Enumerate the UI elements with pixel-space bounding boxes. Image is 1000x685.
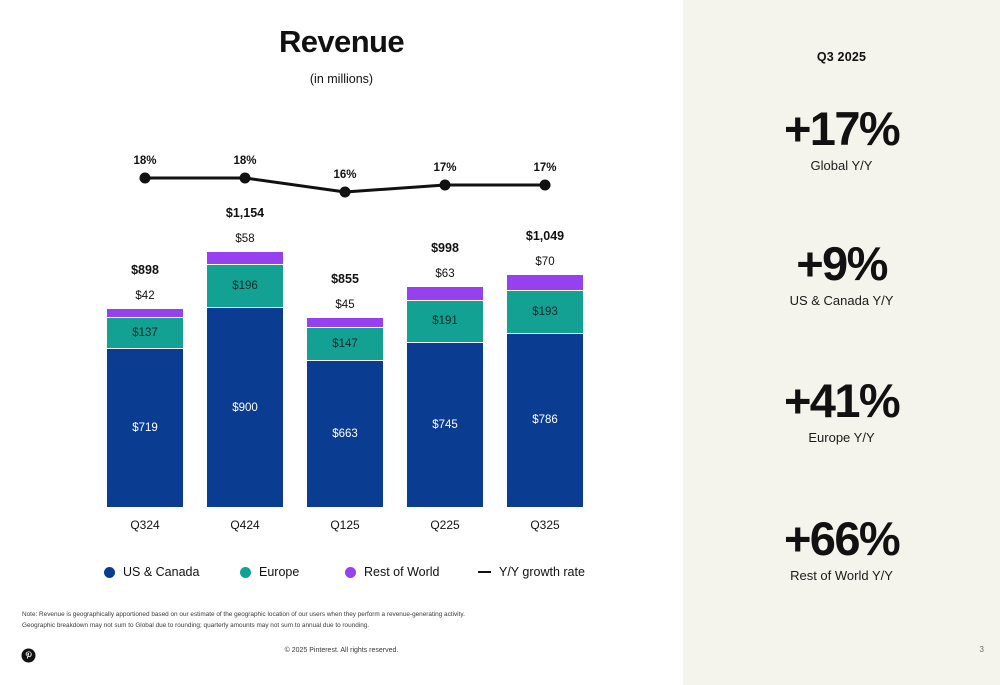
stat-value: +9% — [796, 237, 888, 290]
growth-line-point[interactable] — [239, 172, 251, 184]
bar-segment-us[interactable]: $786 — [507, 333, 583, 508]
bar-segment-label: $58 — [235, 233, 255, 245]
legend-item-rest-of-world[interactable]: Rest of World — [345, 565, 440, 579]
bar-segment-label: $45 — [335, 299, 355, 312]
legend-marker-dot-icon — [240, 566, 251, 578]
pinterest-logo-icon — [21, 648, 36, 663]
bar-segment-row[interactable] — [207, 252, 283, 265]
bar-total-label: $855 — [331, 272, 359, 287]
bar-group[interactable]: $998 $63 $191 $745 Q225 — [407, 241, 483, 532]
bar-segment-label: $193 — [532, 305, 558, 318]
bar-segment-label: $70 — [535, 256, 555, 269]
legend-label: Europe — [259, 565, 300, 579]
footnote-line-1: Note: Revenue is geographically apportio… — [22, 611, 465, 618]
stat-label: US & Canada Y/Y — [789, 293, 894, 308]
growth-line-label: 18% — [233, 155, 257, 167]
bar-segment-us[interactable]: $663 — [307, 360, 383, 508]
bar-segment-eu[interactable]: $137 — [107, 318, 183, 349]
bar-segment-label: $900 — [232, 401, 258, 414]
stat-global-yy: +17% Global Y/Y — [683, 105, 1000, 172]
bar-total-label: $898 — [131, 262, 159, 277]
stat-value: +66% — [783, 512, 901, 565]
bar-segment-label: $191 — [432, 315, 458, 328]
legend-marker-dot-icon — [345, 566, 356, 578]
x-axis-tick-label: Q125 — [330, 518, 360, 532]
bar-segment-label: $786 — [532, 414, 558, 427]
x-axis-tick-label: Q324 — [130, 518, 160, 532]
bar-segment-label: $663 — [332, 427, 358, 440]
growth-line-point[interactable] — [539, 179, 551, 191]
bar-segment-eu[interactable]: $196 — [207, 264, 283, 309]
x-axis-tick-label: Q424 — [230, 518, 260, 532]
page-number: 3 — [979, 645, 984, 654]
bar-total-label: $1,049 — [525, 229, 565, 244]
legend-label: Y/Y growth rate — [499, 565, 585, 579]
stat-us-canada-yy: +9% US & Canada Y/Y — [683, 240, 1000, 307]
stat-label: Europe Y/Y — [808, 430, 875, 445]
sidebar-title: Q3 2025 — [816, 50, 867, 64]
bar-segment-label: $147 — [332, 338, 358, 351]
bar-group[interactable]: $1,154 $58 $196 $900 Q424 — [207, 206, 283, 532]
bar-segment-us[interactable]: $900 — [207, 308, 283, 508]
stat-rest-of-world-yy: +66% Rest of World Y/Y — [683, 515, 1000, 582]
growth-line-label: 16% — [333, 169, 357, 181]
legend-item-yy-growth-rate[interactable]: Y/Y growth rate — [478, 565, 585, 579]
x-axis-tick-label: Q325 — [530, 518, 560, 532]
bar-group[interactable]: $1,049 $70 $193 $786 Q325 — [507, 229, 583, 532]
page-subtitle: (in millions) — [309, 72, 374, 86]
bar-segment-row[interactable] — [507, 275, 583, 291]
legend-marker-dot-icon — [104, 566, 115, 578]
page-title: Revenue — [278, 24, 405, 59]
bar-group[interactable]: $855 $45 $147 $663 Q125 — [307, 272, 383, 532]
bar-segment-label: $42 — [135, 289, 155, 302]
bar-total-label: $1,154 — [225, 206, 265, 220]
legend-marker-dash-icon — [478, 570, 491, 574]
bar-segment-us[interactable]: $745 — [407, 342, 483, 509]
bar-segment-label: $745 — [432, 419, 458, 432]
growth-line-point[interactable] — [139, 172, 151, 184]
legend-item-us-canada[interactable]: US & Canada — [104, 565, 199, 579]
bar-segment-row[interactable] — [107, 308, 183, 319]
bar-segment-row[interactable] — [307, 318, 383, 329]
growth-line-point[interactable] — [339, 186, 351, 198]
legend-label: US & Canada — [123, 565, 200, 579]
bar-total-label: $998 — [431, 240, 459, 255]
bar-segment-us[interactable]: $719 — [107, 348, 183, 508]
bar-segment-eu[interactable]: $191 — [407, 300, 483, 343]
growth-line-label: 18% — [133, 155, 157, 167]
legend-item-europe[interactable]: Europe — [240, 565, 299, 579]
growth-line-label: 17% — [433, 162, 457, 174]
bar-segment-label: $196 — [232, 280, 258, 293]
bar-segment-eu[interactable]: $147 — [307, 328, 383, 361]
footnote: Note: Revenue is geographically apportio… — [22, 610, 562, 631]
growth-line-point[interactable] — [439, 179, 451, 191]
bar-group[interactable]: $898 $42 $137 $719 Q324 — [107, 263, 183, 532]
footnote-line-2: Geographic breakdown may not sum to Glob… — [22, 621, 370, 629]
stat-value: +17% — [783, 102, 901, 155]
copyright-text: © 2025 Pinterest. All rights reserved. — [284, 647, 399, 654]
bar-segment-eu[interactable]: $193 — [507, 290, 583, 334]
sidebar-panel: Q3 2025 +17% Global Y/Y +9% US & Canada … — [683, 0, 1000, 685]
bar-segment-label: $63 — [435, 267, 455, 280]
growth-line-label: 17% — [533, 162, 557, 174]
stat-label: Global Y/Y — [810, 158, 873, 173]
bar-segment-label: $719 — [132, 421, 158, 434]
stat-europe-yy: +41% Europe Y/Y — [683, 377, 1000, 444]
bar-segment-label: $137 — [132, 326, 158, 339]
legend-label: Rest of World — [364, 565, 440, 579]
chart-legend: US & Canada Europe Rest of World Y/Y gro… — [104, 565, 604, 583]
stat-label: Rest of World Y/Y — [790, 568, 893, 583]
stat-value: +41% — [783, 374, 901, 427]
x-axis-tick-label: Q225 — [430, 518, 460, 532]
bar-segment-row[interactable] — [407, 286, 483, 301]
